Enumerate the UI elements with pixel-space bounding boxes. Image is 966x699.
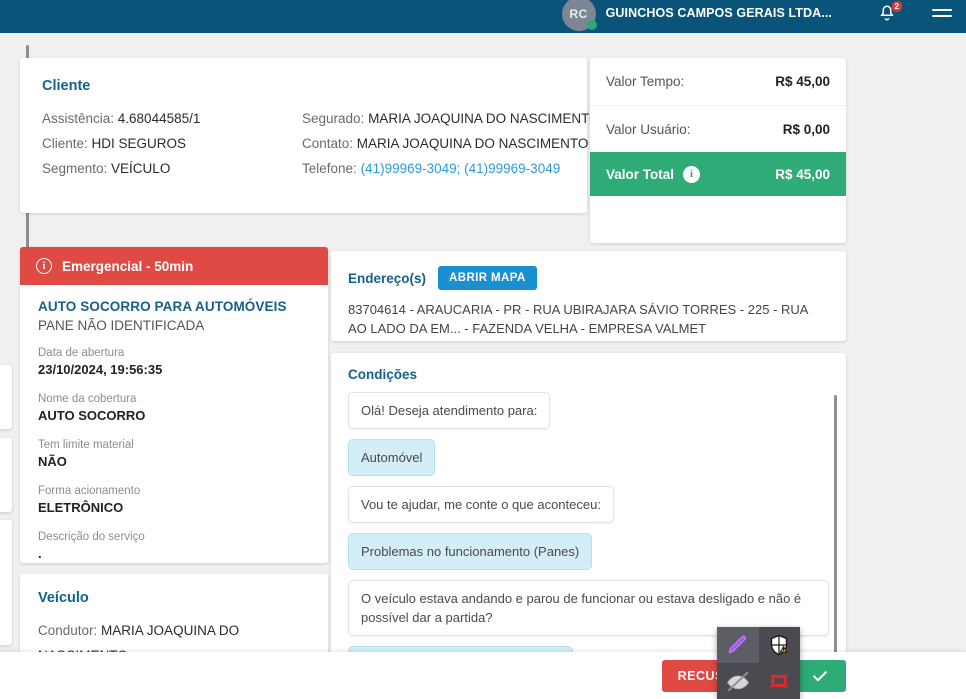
client-card: Cliente Assistência: 4.68044585/1 Client… [20, 58, 600, 213]
topbar-icons: 2 [878, 0, 952, 22]
address-card-title: Endereço(s) [348, 270, 427, 286]
emergency-banner: i Emergencial - 50min [20, 247, 328, 285]
floating-annotation-toolbar[interactable] [717, 627, 800, 699]
field-segurado: Segurado: MARIA JOAQUINA DO NASCIMENTO [302, 106, 600, 131]
chat-bubble-user: Problemas no funcionamento (Panes) [348, 533, 593, 570]
client-card-title: Cliente [42, 78, 91, 94]
value-usuario-label: Valor Usuário: [606, 121, 691, 137]
value-row-tempo: Valor Tempo: R$ 45,00 [590, 58, 846, 105]
red-x-tool[interactable] [759, 663, 801, 699]
field-cliente-label: Cliente: [42, 136, 88, 151]
value-tempo-label: Valor Tempo: [606, 74, 685, 89]
field-segmento-value: VEÍCULO [107, 161, 171, 176]
conditions-card-title: Condições [348, 367, 418, 382]
client-right-column: Segurado: MARIA JOAQUINA DO NASCIMENTO C… [302, 106, 600, 181]
field-nome-cobertura-label: Nome da cobertura [38, 393, 137, 405]
chat-bubble-bot: O veículo estava andando e parou de func… [348, 580, 829, 636]
avatar[interactable]: RC [561, 0, 597, 31]
field-nome-cobertura: Nome da cobertura AUTO SOCORRO [38, 392, 310, 425]
field-cliente-value: HDI SEGUROS [87, 136, 187, 151]
field-segmento-label: Segmento: [42, 161, 108, 176]
hamburger-menu-icon[interactable] [932, 8, 952, 17]
conditions-scrollbar[interactable] [834, 395, 837, 686]
field-cliente: Cliente: HDI SEGUROS [42, 131, 302, 156]
field-descricao-servico-value: . [38, 546, 42, 561]
value-tempo-amount: R$ 45,00 [775, 74, 830, 89]
online-status-dot [586, 19, 597, 30]
check-icon [813, 670, 827, 681]
field-descricao-servico-label: Descrição do serviço [38, 531, 145, 543]
service-details-card: i Emergencial - 50min AUTO SOCORRO PARA … [20, 247, 328, 563]
notification-badge: 2 [891, 0, 902, 12]
field-data-abertura-label: Data de abertura [38, 347, 125, 359]
chat-bubble-user: Automóvel [348, 439, 436, 476]
field-forma-acionamento-value: ELETRÔNICO [38, 500, 124, 515]
field-assistencia: Assistência: 4.68044585/1 [42, 106, 302, 131]
vehicle-card-title: Veículo [38, 590, 89, 606]
field-descricao-servico: Descrição do serviço . [38, 530, 310, 563]
field-contato-label: Contato: [302, 136, 354, 151]
background-card-peek [0, 520, 12, 645]
background-card-peek [0, 365, 12, 429]
field-telefone-label: Telefone: [302, 161, 357, 176]
address-card: Endereço(s) ABRIR MAPA 83704614 - ARAUCA… [331, 251, 846, 341]
phone-link[interactable]: (41)99969-3049; (41)99969-3049 [360, 161, 561, 176]
background-card-peek [0, 438, 12, 512]
field-limite-material-label: Tem limite material [38, 439, 134, 451]
page-scrollbar[interactable] [26, 45, 29, 401]
field-segurado-value: MARIA JOAQUINA DO NASCIMENTO [364, 111, 600, 126]
chat-bubble-bot: Olá! Deseja atendimento para: [348, 392, 551, 429]
value-row-usuario: Valor Usuário: R$ 0,00 [590, 105, 846, 152]
value-total-label: Valor Total [606, 166, 675, 182]
field-segmento: Segmento: VEÍCULO [42, 156, 302, 181]
eye-off-icon [726, 671, 749, 692]
eye-off-tool[interactable] [717, 663, 759, 699]
shield-warning-icon [771, 634, 788, 656]
top-navigation-bar: RC GUINCHOS CAMPOS GERAIS LTDA... 2 [0, 0, 966, 33]
pen-highlighter-tool[interactable] [717, 627, 759, 663]
field-limite-material: Tem limite material NÃO [38, 438, 310, 471]
field-assistencia-value: 4.68044585/1 [114, 111, 201, 126]
field-assistencia-label: Assistência: [42, 111, 115, 126]
open-map-button[interactable]: ABRIR MAPA [438, 266, 537, 290]
field-nome-cobertura-value: AUTO SOCORRO [38, 408, 146, 423]
action-bar: RECUSAR ✕ [0, 652, 966, 699]
red-x-icon [770, 674, 788, 688]
value-row-total: Valor Total i R$ 45,00 [590, 152, 846, 196]
values-panel: Valor Tempo: R$ 45,00 Valor Usuário: R$ … [590, 58, 846, 243]
emergency-banner-label: Emergencial - 50min [62, 258, 194, 274]
company-name: GUINCHOS CAMPOS GERAIS LTDA... [605, 5, 832, 20]
service-subtitle: PANE NÃO IDENTIFICADA [38, 318, 205, 333]
chat-transcript: Olá! Deseja atendimento para: Automóvel … [348, 392, 829, 686]
conditions-card: Condições Olá! Deseja atendimento para: … [331, 353, 846, 686]
avatar-initials: RC [569, 6, 588, 21]
user-account-area[interactable]: RC GUINCHOS CAMPOS GERAIS LTDA... [561, 0, 832, 31]
field-data-abertura: Data de abertura 23/10/2024, 19:56:35 [38, 346, 310, 379]
field-condutor-label: Condutor: [38, 623, 98, 638]
field-limite-material-value: NÃO [38, 454, 67, 469]
value-usuario-amount: R$ 0,00 [782, 121, 830, 137]
notifications-button[interactable]: 2 [878, 0, 902, 22]
client-left-column: Assistência: 4.68044585/1 Cliente: HDI S… [42, 106, 302, 181]
field-forma-acionamento-label: Forma acionamento [38, 485, 141, 497]
info-circle-icon: i [36, 258, 52, 274]
accept-button[interactable] [794, 659, 846, 692]
field-forma-acionamento: Forma acionamento ELETRÔNICO [38, 484, 310, 517]
field-telefone: Telefone: (41)99969-3049; (41)99969-3049 [302, 156, 600, 181]
field-data-abertura-value: 23/10/2024, 19:56:35 [38, 362, 163, 377]
field-segurado-label: Segurado: [302, 111, 365, 126]
bell-icon [880, 4, 894, 20]
field-contato: Contato: MARIA JOAQUINA DO NASCIMENTO [302, 131, 600, 156]
page-content: Cliente Assistência: 4.68044585/1 Client… [0, 33, 966, 699]
value-total-amount: R$ 45,00 [775, 166, 830, 182]
shield-warning-tool[interactable] [759, 627, 801, 663]
field-contato-value: MARIA JOAQUINA DO NASCIMENTO [353, 136, 589, 151]
info-icon[interactable]: i [683, 165, 701, 183]
pen-highlighter-icon [728, 635, 746, 654]
chat-bubble-bot: Vou te ajudar, me conte o que aconteceu: [348, 486, 614, 523]
service-name: AUTO SOCORRO PARA AUTOMÓVEIS [38, 299, 287, 314]
address-text: 83704614 - ARAUCARIA - PR - RUA UBIRAJAR… [348, 302, 808, 336]
